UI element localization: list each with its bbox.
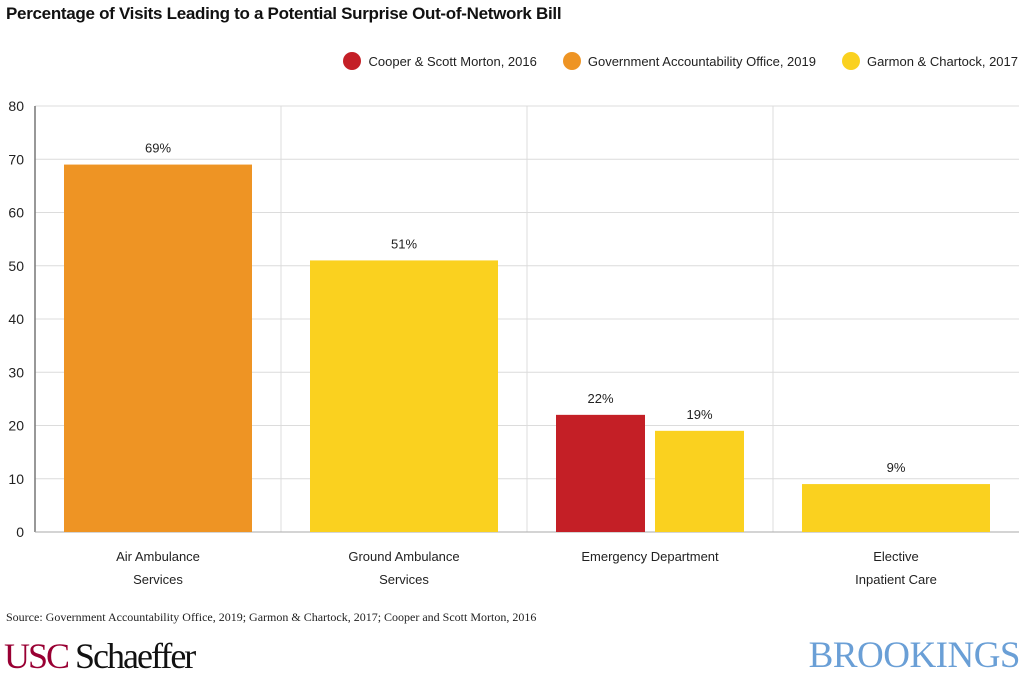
legend-swatch: [343, 52, 362, 70]
bar: [310, 260, 498, 532]
y-tick-label: 60: [8, 205, 24, 221]
x-tick-label: Emergency Department: [581, 549, 719, 564]
y-tick-label: 40: [8, 311, 24, 327]
bar: [802, 484, 990, 532]
y-tick-label: 50: [8, 258, 24, 274]
bar: [655, 430, 744, 532]
data-label: 69%: [145, 141, 171, 156]
y-tick-label: 20: [8, 418, 24, 434]
legend-swatch: [841, 52, 860, 70]
brookings-logo: BROOKINGS: [808, 635, 1021, 676]
x-tick-label: Air Ambulance: [116, 549, 200, 564]
chart-title: Percentage of Visits Leading to a Potent…: [6, 4, 562, 23]
bar: [64, 164, 252, 532]
x-tick-label: Services: [133, 572, 183, 587]
bar-chart: 0 10 20 30 40 50 60 70 80 69% Air Ambulance Service…: [8, 98, 1019, 587]
x-tick-label: Ground Ambulance: [348, 549, 459, 564]
y-tick-label: 70: [8, 151, 24, 167]
legend-item-garmon: Garmon & Chartock, 2017: [841, 52, 1018, 70]
y-tick-label: 0: [16, 524, 24, 540]
y-tick-label: 80: [8, 98, 24, 114]
x-tick-label: Services: [379, 572, 429, 587]
legend-label: Garmon & Chartock, 2017: [866, 53, 1018, 69]
data-label: 19%: [686, 407, 712, 422]
x-tick-label: Elective: [873, 549, 919, 564]
data-label: 51%: [391, 236, 417, 251]
legend-swatch: [562, 52, 581, 70]
legend-label: Government Accountability Office, 2019: [587, 53, 816, 69]
y-tick-label: 10: [8, 471, 24, 487]
y-tick-label: 30: [8, 364, 24, 380]
data-label: 22%: [587, 391, 613, 406]
bar: [556, 414, 645, 532]
legend-item-gao: Government Accountability Office, 2019: [562, 52, 816, 70]
legend: Cooper & Scott Morton, 2016 Government A…: [343, 52, 1018, 70]
usc-schaeffer-logo: USC Schaeffer: [4, 636, 196, 676]
data-label: 9%: [887, 460, 906, 475]
legend-label: Cooper & Scott Morton, 2016: [368, 53, 537, 69]
source-note: Source: Government Accountability Office…: [6, 610, 537, 624]
x-tick-label: Inpatient Care: [855, 572, 937, 587]
legend-item-cooper: Cooper & Scott Morton, 2016: [343, 52, 537, 70]
